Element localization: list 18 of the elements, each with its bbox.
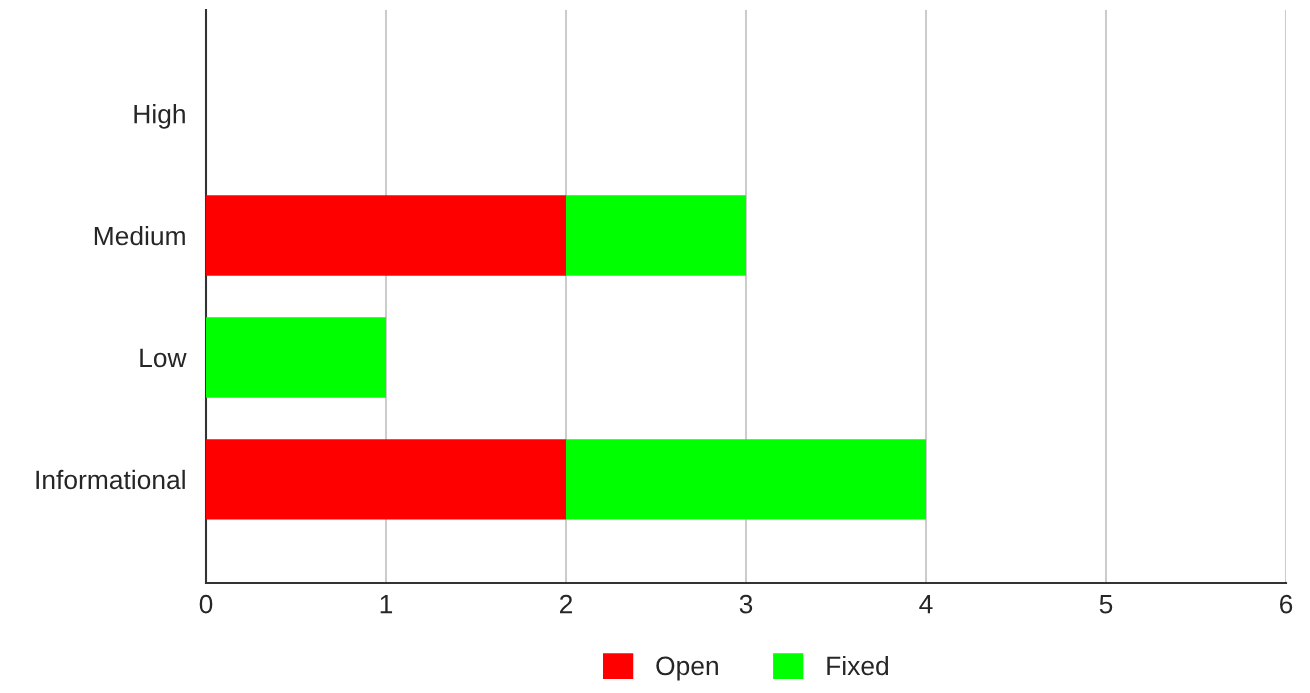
x-tick-label: 2 — [559, 594, 573, 614]
x-tick-label: 4 — [919, 595, 933, 614]
bar — [566, 439, 926, 520]
y-tick-label: Medium — [94, 225, 185, 246]
x-tick-label: 0 — [199, 594, 213, 614]
legend-label: Fixed — [827, 655, 889, 676]
bar — [206, 317, 386, 398]
x-tick-label: 1 — [380, 595, 393, 614]
x-tick-label: 5 — [1099, 595, 1113, 614]
y-tick-label: High — [134, 104, 185, 129]
x-tick-label: 3 — [739, 594, 753, 614]
bar — [206, 439, 566, 520]
bar — [566, 195, 746, 276]
legend-label: Open — [656, 656, 718, 681]
y-tick-label: Informational — [36, 469, 185, 490]
x-tick-label: 6 — [1280, 594, 1293, 614]
bar — [206, 195, 566, 276]
y-tick-label: Low — [140, 348, 187, 368]
